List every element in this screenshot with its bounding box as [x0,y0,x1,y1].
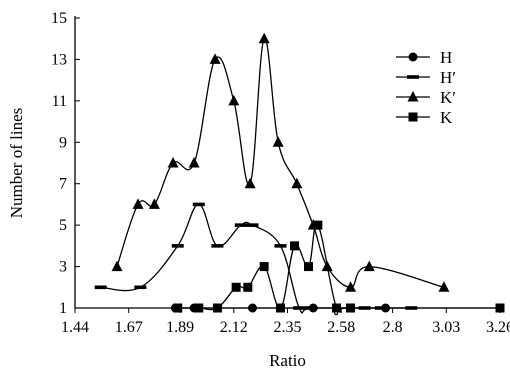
x-tick-label: 2.12 [220,319,248,336]
data-point-triangle [272,136,284,147]
data-point-dash [234,223,247,227]
data-point-triangle [228,94,240,106]
data-point-square [313,220,323,230]
legend-item: K′ [396,88,456,107]
y-tick-label: 5 [59,217,67,234]
data-point-triangle [363,260,375,272]
data-point-triangle [244,177,256,189]
series-triangle [111,32,450,292]
data-point-square [212,303,222,313]
x-tick-label: 2.8 [383,319,403,336]
y-tick-label: 13 [51,51,67,68]
data-point-dash [211,244,224,248]
legend-label: K′ [440,88,456,107]
data-point-dash [246,223,259,227]
data-point-square [194,303,204,313]
data-point-square [304,262,314,272]
data-point-triangle [132,198,144,209]
legend-item: H [396,48,452,67]
data-point-circle [247,303,257,313]
data-point-dash [192,202,205,207]
legend-marker-circle [408,52,418,62]
data-point-square [275,303,285,313]
legend-item: H′ [396,68,456,87]
data-point-square [231,282,241,292]
legend-marker-dash [407,75,419,79]
data-point-dash [171,244,184,248]
y-tick-label: 11 [52,93,67,110]
y-axis-title: Number of lines [7,108,26,218]
legend-label: H [440,48,452,67]
series-square [173,220,505,316]
legend-marker-triangle [407,91,419,102]
data-point-triangle [438,281,450,292]
x-tick-label: 3.26 [486,319,510,336]
series-line [116,38,445,288]
y-tick-label: 1 [59,300,67,317]
legend-label: H′ [440,68,456,87]
data-point-square [495,303,505,313]
data-point-square [290,241,300,251]
y-tick-label: 7 [59,176,67,193]
series-dash [94,202,418,314]
data-point-triangle [148,198,160,209]
y-tick-label: 9 [59,134,67,151]
x-axis-title: Ratio [269,351,306,370]
data-point-triangle [345,281,357,292]
data-point-square [243,282,253,292]
data-point-square [346,303,356,313]
data-point-dash [94,285,107,290]
data-point-square [173,303,183,313]
data-point-dash [304,306,317,310]
y-tick-label: 3 [59,259,67,276]
data-point-triangle [111,260,123,272]
series-line [100,203,412,314]
data-point-dash [134,285,147,290]
y-tick-label: 15 [51,10,67,27]
data-point-square [259,262,269,272]
data-point-triangle [258,32,270,44]
data-point-triangle [209,53,221,64]
x-tick-label: 3.03 [432,319,460,336]
data-point-square [332,303,342,313]
x-tick-label: 2.35 [274,319,302,336]
data-point-triangle [167,157,179,168]
data-point-dash [293,306,306,310]
data-point-triangle [291,177,303,189]
legend-marker-square [408,112,418,122]
x-tick-label: 1.89 [166,319,194,336]
x-tick-label: 1.44 [61,319,89,336]
legend-label: K [440,108,453,127]
data-point-dash [274,244,287,248]
series-line [177,223,500,316]
legend-item: K [396,108,453,127]
series-layer [94,32,505,316]
data-point-triangle [188,157,200,168]
legend: HH′K′K [396,48,456,127]
x-tick-label: 2.58 [327,319,355,336]
x-tick-label: 1.67 [115,319,143,336]
